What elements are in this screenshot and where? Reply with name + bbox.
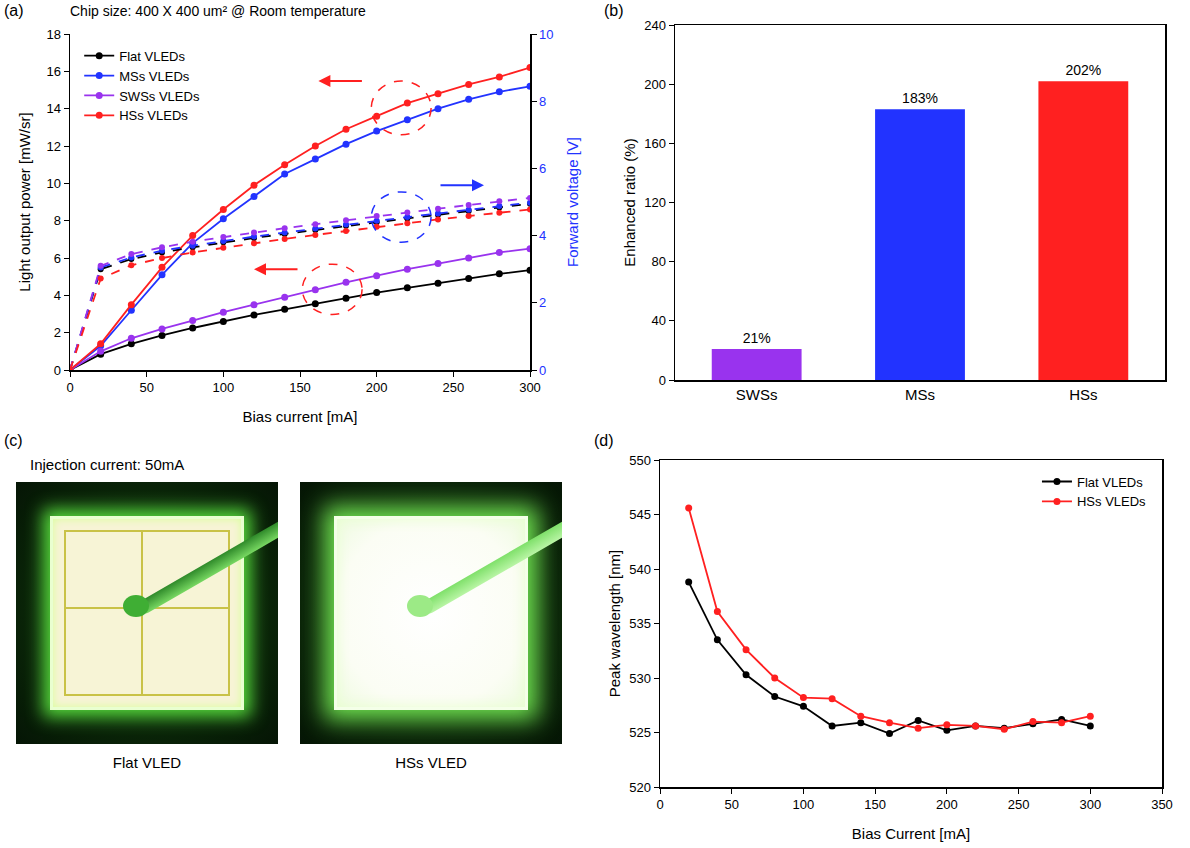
- svg-text:Light output power [mW/sr]: Light output power [mW/sr]: [16, 112, 33, 291]
- html-text:(a): (a): [4, 2, 24, 19]
- svg-text:202%: 202%: [1065, 62, 1101, 78]
- svg-text:10: 10: [46, 176, 60, 191]
- svg-text:6: 6: [54, 251, 61, 266]
- svg-text:4: 4: [539, 228, 546, 243]
- svg-text:8: 8: [54, 213, 61, 228]
- svg-text:2: 2: [54, 325, 61, 340]
- svg-text:Forward voltage [V]: Forward voltage [V]: [564, 137, 581, 267]
- svg-text:120: 120: [644, 195, 666, 210]
- svg-text:Bias current [mA]: Bias current [mA]: [242, 408, 357, 425]
- svg-text:0: 0: [66, 380, 73, 395]
- svg-text:4: 4: [54, 288, 61, 303]
- svg-text:0: 0: [659, 373, 666, 388]
- svg-text:16: 16: [46, 64, 60, 79]
- svg-text:50: 50: [724, 797, 738, 812]
- svg-text:8: 8: [539, 94, 546, 109]
- svg-text:Peak wavelength [nm]: Peak wavelength [nm]: [606, 550, 623, 698]
- svg-text:150: 150: [289, 380, 311, 395]
- svg-text:525: 525: [629, 725, 651, 740]
- svg-text:200: 200: [936, 797, 958, 812]
- svg-text:240: 240: [644, 18, 666, 33]
- svg-text:545: 545: [629, 507, 651, 522]
- svg-text:0: 0: [539, 363, 546, 378]
- svg-text:150: 150: [864, 797, 886, 812]
- svg-text:250: 250: [1008, 797, 1030, 812]
- svg-text:350: 350: [1151, 797, 1173, 812]
- svg-text:Chip size: 400 X 400 um² @ Roo: Chip size: 400 X 400 um² @ Room temperat…: [70, 3, 366, 19]
- svg-text:535: 535: [629, 616, 651, 631]
- svg-text:40: 40: [651, 313, 665, 328]
- svg-text:SWSs VLEDs: SWSs VLEDs: [119, 89, 200, 104]
- svg-text:0: 0: [656, 797, 663, 812]
- svg-text:0: 0: [54, 363, 61, 378]
- svg-text:540: 540: [629, 562, 651, 577]
- svg-text:550: 550: [629, 453, 651, 468]
- svg-text:14: 14: [46, 101, 60, 116]
- html-text:(b): (b): [604, 2, 624, 19]
- svg-text:100: 100: [793, 797, 815, 812]
- svg-text:250: 250: [442, 380, 464, 395]
- svg-text:Flat VLEDs: Flat VLEDs: [1077, 475, 1143, 490]
- svg-text:MSs VLEDs: MSs VLEDs: [119, 69, 190, 84]
- svg-text:520: 520: [629, 780, 651, 795]
- html-text:Flat VLED: Flat VLED: [112, 754, 182, 771]
- svg-text:200: 200: [366, 380, 388, 395]
- html-text:HSs VLED: HSs VLED: [395, 754, 467, 771]
- svg-text:200: 200: [644, 77, 666, 92]
- svg-text:12: 12: [46, 139, 60, 154]
- svg-text:50: 50: [139, 380, 153, 395]
- html-text:(d): (d): [594, 432, 614, 449]
- svg-text:160: 160: [644, 136, 666, 151]
- svg-text:300: 300: [519, 380, 541, 395]
- svg-text:10: 10: [539, 27, 553, 42]
- svg-text:SWSs: SWSs: [736, 386, 778, 403]
- svg-text:80: 80: [651, 254, 665, 269]
- svg-text:HSs VLEDs: HSs VLEDs: [1077, 494, 1146, 509]
- html-text:Injection current: 50mA: Injection current: 50mA: [30, 456, 185, 473]
- svg-text:HSs VLEDs: HSs VLEDs: [119, 108, 188, 123]
- svg-text:2: 2: [539, 295, 546, 310]
- svg-text:183%: 183%: [902, 90, 938, 106]
- html-text:(c): (c): [4, 432, 23, 449]
- svg-text:18: 18: [46, 27, 60, 42]
- svg-text:HSs: HSs: [1069, 386, 1097, 403]
- svg-text:530: 530: [629, 671, 651, 686]
- svg-text:21%: 21%: [743, 330, 771, 346]
- svg-text:MSs: MSs: [905, 386, 935, 403]
- svg-text:6: 6: [539, 161, 546, 176]
- svg-text:Flat VLEDs: Flat VLEDs: [119, 49, 185, 64]
- svg-text:Enhanced ratio (%): Enhanced ratio (%): [621, 138, 638, 266]
- svg-text:300: 300: [1079, 797, 1101, 812]
- svg-text:Bias Current [mA]: Bias Current [mA]: [852, 825, 970, 842]
- svg-text:100: 100: [212, 380, 234, 395]
